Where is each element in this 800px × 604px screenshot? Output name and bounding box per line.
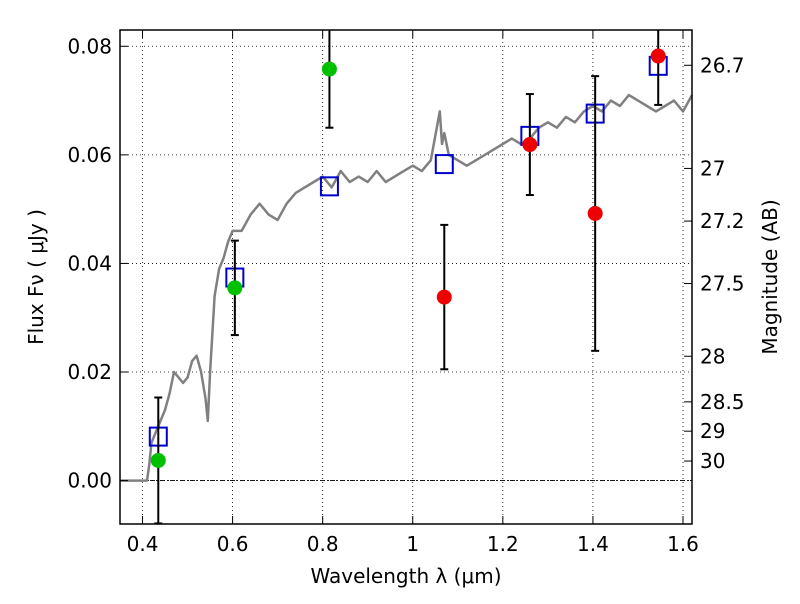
x-tick-label: 1 <box>406 532 419 556</box>
y2-tick-label: 27 <box>700 156 725 180</box>
y2-tick-label: 27.5 <box>700 272 745 296</box>
x-tick-label: 1.4 <box>577 532 609 556</box>
x-tick-label: 0.8 <box>307 532 339 556</box>
plot-area <box>120 30 694 525</box>
grid <box>120 30 692 524</box>
observed-flux-point <box>650 48 666 64</box>
y-axis-label: Flux Fν ( μJy ) <box>24 209 48 345</box>
y2-tick-label: 26.7 <box>700 53 745 77</box>
model-spectrum-line <box>120 93 694 482</box>
y-tick-label: 0.04 <box>67 251 112 275</box>
plot-frame <box>119 29 693 525</box>
observed-flux-point <box>150 452 166 468</box>
y2-tick-label: 28 <box>700 344 725 368</box>
observed-flux-point <box>436 289 452 305</box>
y2-tick-label: 27.2 <box>700 209 745 233</box>
x-tick-label: 0.6 <box>217 532 249 556</box>
observed-flux-point <box>227 280 243 296</box>
observed-flux-point <box>321 61 337 77</box>
model-band-marker <box>434 154 454 175</box>
observed-flux-point <box>522 137 538 153</box>
x-tick-label: 1.6 <box>667 532 699 556</box>
y2-axis-label: Magnitude (AB) <box>758 199 782 354</box>
y2-tick-label: 30 <box>700 449 725 473</box>
axes: 0.4 0.6 0.8 1 1.2 1.4 1.6 0.00 0.02 0.04 0.06 0.08 2… <box>67 30 745 556</box>
y-tick-label: 0.02 <box>67 360 112 384</box>
y2-tick-label: 29 <box>700 419 725 443</box>
x-axis-label: Wavelength λ (μm) <box>310 564 501 588</box>
y2-tick-label: 28.5 <box>700 390 745 414</box>
y-tick-label: 0.08 <box>67 34 112 58</box>
y-tick-label: 0.00 <box>67 469 112 493</box>
observed-flux-point <box>587 205 603 221</box>
x-tick-label: 1.2 <box>487 532 519 556</box>
model-band-marker <box>319 176 339 197</box>
x-tick-label: 0.4 <box>127 532 159 556</box>
y-tick-label: 0.06 <box>67 143 112 167</box>
